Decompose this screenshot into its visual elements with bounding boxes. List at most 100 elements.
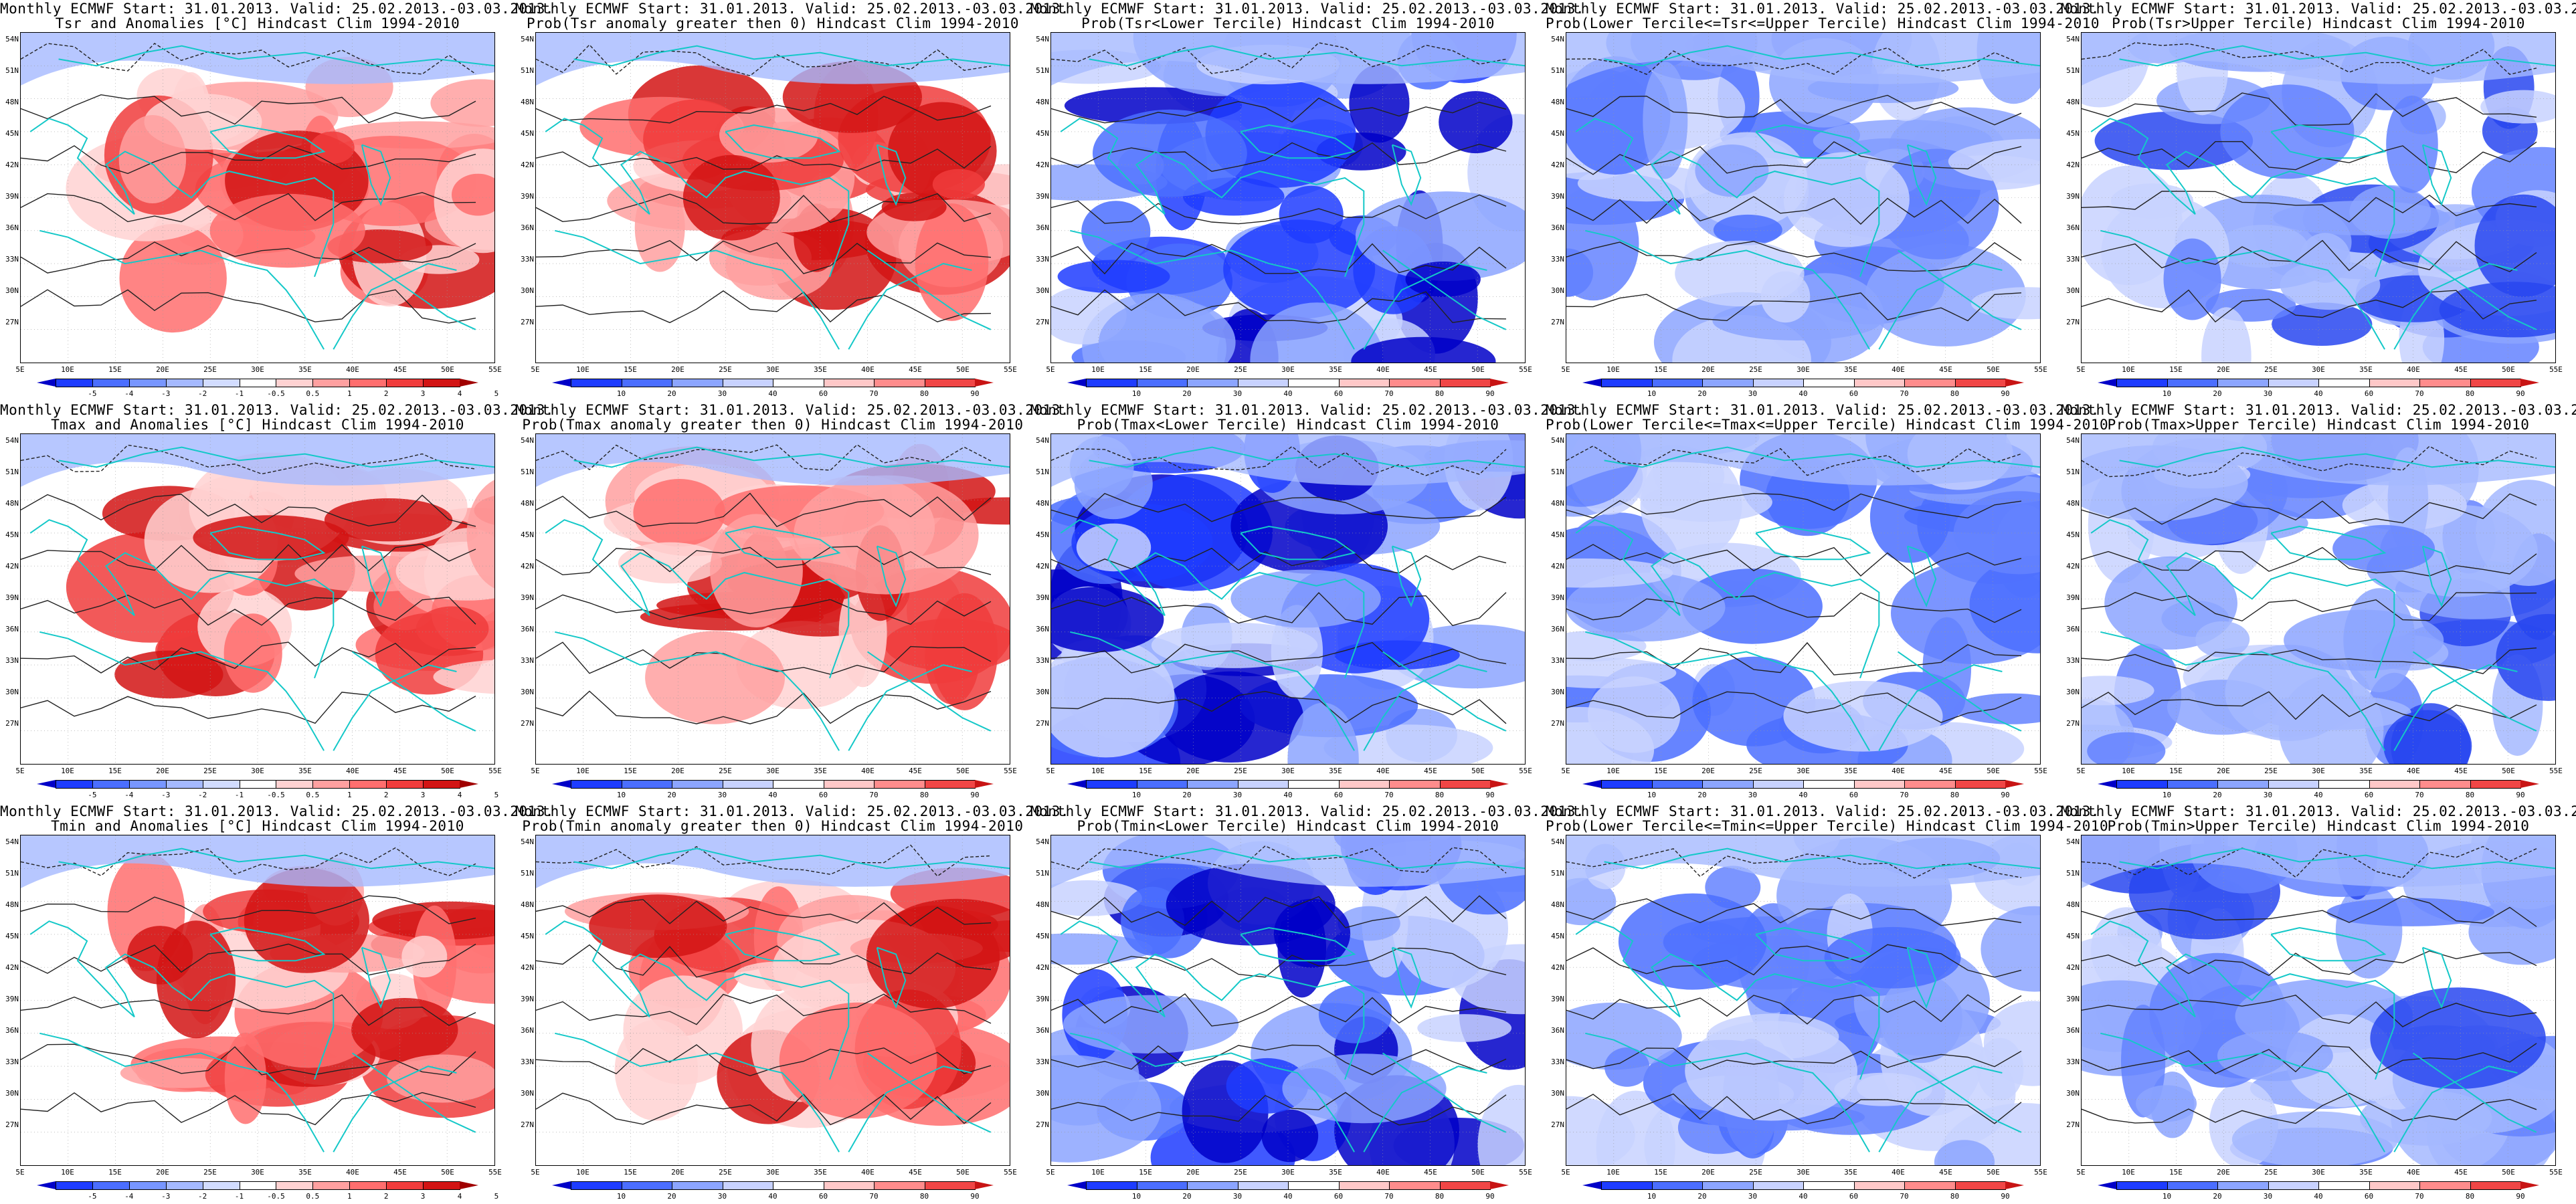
colorbar-swatch <box>1136 780 1188 789</box>
lat-tick-label: 51N <box>521 66 534 75</box>
colorbar-swatch <box>571 780 622 789</box>
lon-tick-label: 40E <box>1892 1168 1905 1177</box>
panel-title: Prob(Tmax>Upper Tercile) Hindcast Clim 1… <box>2107 417 2530 433</box>
colorbar-tick-label: -2 <box>198 1192 207 1201</box>
colorbar-swatch <box>2369 780 2420 789</box>
lon-tick-label: 40E <box>1376 1168 1390 1177</box>
panel-header: Monthly ECMWF Start: 31.01.2013. Valid: … <box>515 1 1070 17</box>
colorbar-swatch <box>1752 1181 1804 1190</box>
lat-tick-label: 54N <box>2066 837 2080 846</box>
lon-tick-label: 20E <box>1701 767 1715 775</box>
colorbar-tick-label: -3 <box>161 791 171 799</box>
lat-tick-label: 54N <box>1036 837 1049 846</box>
colorbar-swatch <box>312 379 351 387</box>
colorbar: 10 20 30 40 60 70 80 90 <box>1582 379 2024 401</box>
colorbar-swatch <box>1651 379 1703 387</box>
colorbar-tick-label: 80 <box>919 389 929 398</box>
colorbar-high-triangle <box>460 379 478 387</box>
lon-tick-label: 20E <box>1186 1168 1200 1177</box>
lon-tick-label: 55E <box>488 1168 502 1177</box>
colorbar-swatch <box>1954 1181 2006 1190</box>
colorbar: 10 20 30 40 60 70 80 90 <box>2098 780 2539 803</box>
colorbar-swatch <box>2217 780 2269 789</box>
lat-tick-label: 39N <box>5 192 19 201</box>
map-panel: Monthly ECMWF Start: 31.01.2013. Valid: … <box>1546 0 2100 401</box>
colorbar-tick-label: 40 <box>2314 1192 2323 1201</box>
lon-tick-label: 10E <box>61 365 74 374</box>
lon-tick-label: 20E <box>156 1168 169 1177</box>
lon-tick-label: 40E <box>2407 767 2420 775</box>
colorbar-tick-label: 80 <box>1950 389 1960 398</box>
colorbar-swatch <box>1601 780 1653 789</box>
colorbar-swatch <box>1853 780 1905 789</box>
lat-tick-label: 33N <box>2066 255 2080 264</box>
panel-header: Monthly ECMWF Start: 31.01.2013. Valid: … <box>2061 803 2576 819</box>
panel-title: Tmin and Anomalies [°C] Hindcast Clim 19… <box>51 818 464 834</box>
lat-tick-label: 54N <box>521 837 534 846</box>
lon-tick-label: 30E <box>2312 365 2325 374</box>
colorbar-tick-label: 70 <box>1384 1192 1394 1201</box>
map-panel: Monthly ECMWF Start: 31.01.2013. Valid: … <box>515 401 1069 803</box>
lon-tick-label: 55E <box>2034 767 2047 775</box>
lat-tick-label: 36N <box>5 625 19 633</box>
lon-tick-label: 20E <box>2217 365 2230 374</box>
lat-tick-label: 54N <box>1551 837 1564 846</box>
colorbar-swatch <box>202 780 240 789</box>
lon-tick-label: 25E <box>719 1168 732 1177</box>
lon-tick-label: 25E <box>2264 767 2278 775</box>
lon-tick-label: 40E <box>861 767 875 775</box>
lat-tick-label: 39N <box>1551 192 1564 201</box>
colorbar-tick-label: -3 <box>161 1192 171 1201</box>
lat-tick-label: 48N <box>1551 499 1564 508</box>
colorbar-swatch <box>349 379 387 387</box>
lat-tick-label: 45N <box>5 129 19 138</box>
panel-title: Prob(Lower Tercile<=Tmin<=Upper Tercile)… <box>1546 818 2109 834</box>
lat-tick-label: 27N <box>1551 318 1564 326</box>
colorbar-swatch <box>874 379 925 387</box>
lon-tick-label: 20E <box>1186 767 1200 775</box>
lon-tick-label: 10E <box>576 767 589 775</box>
colorbar-high-triangle <box>460 780 478 788</box>
colorbar-swatch <box>1752 379 1804 387</box>
colorbar-swatch <box>1439 379 1491 387</box>
lon-tick-label: 20E <box>2217 767 2230 775</box>
lon-tick-label: 55E <box>1519 767 1532 775</box>
colorbar-tick-label: 90 <box>970 389 980 398</box>
panel-header: Monthly ECMWF Start: 31.01.2013. Valid: … <box>515 803 1070 819</box>
colorbar-swatch <box>2167 780 2218 789</box>
lon-tick-label: 35E <box>1844 365 1857 374</box>
lat-tick-label: 39N <box>521 995 534 1003</box>
colorbar-tick-label: 90 <box>2001 791 2010 799</box>
lat-tick-label: 48N <box>521 900 534 909</box>
colorbar-swatch <box>92 780 130 789</box>
lat-tick-label: 39N <box>2066 593 2080 602</box>
colorbar-swatch <box>1086 780 1137 789</box>
colorbar-tick-label: 10 <box>1647 791 1657 799</box>
lon-tick-label: 55E <box>1519 365 1532 374</box>
colorbar-swatch <box>2470 1181 2521 1190</box>
colorbar-high-triangle <box>975 1181 994 1189</box>
colorbar-swatch <box>239 379 277 387</box>
colorbar-swatch <box>1601 1181 1653 1190</box>
lat-tick-label: 45N <box>1036 129 1049 138</box>
map-svg <box>1566 33 2040 363</box>
lat-tick-label: 54N <box>1036 436 1049 445</box>
colorbar-low-triangle <box>2098 780 2116 788</box>
colorbar-tick-label: -2 <box>198 389 207 398</box>
colorbar-tick-label: 80 <box>1435 791 1445 799</box>
lat-tick-label: 45N <box>1551 530 1564 539</box>
colorbar-tick-label: 20 <box>1182 791 1192 799</box>
colorbar-tick-label: 90 <box>970 791 980 799</box>
lon-tick-label: 5E <box>531 365 540 374</box>
colorbar-swatch <box>2318 379 2370 387</box>
colorbar-tick-label: 3 <box>420 389 426 398</box>
colorbar-tick-label: 80 <box>919 791 929 799</box>
lon-tick-label: 20E <box>1701 1168 1715 1177</box>
lon-tick-label: 10E <box>61 767 74 775</box>
colorbar: -5 -4 -3 -2 -1 -0.5 0.5 1 2 3 4 5 <box>37 1181 498 1204</box>
lon-tick-label: 10E <box>61 1168 74 1177</box>
lat-tick-label: 45N <box>2066 932 2080 940</box>
colorbar-swatch <box>1702 1181 1754 1190</box>
lat-tick-label: 30N <box>2066 286 2080 295</box>
colorbar-swatch <box>1803 379 1855 387</box>
